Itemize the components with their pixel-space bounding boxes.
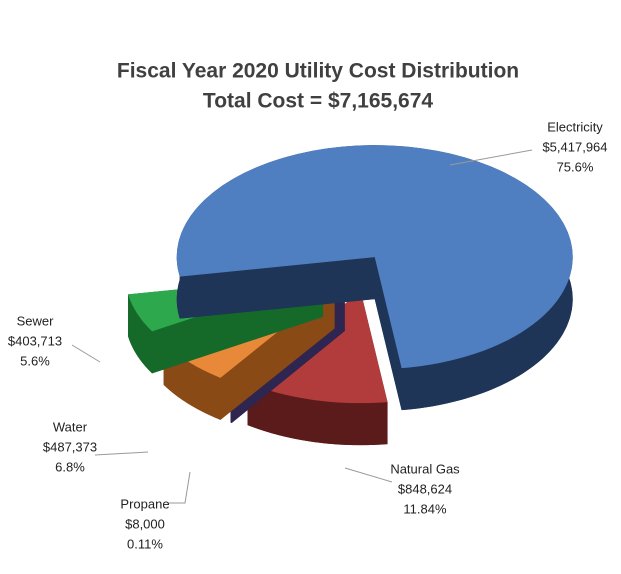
leader-lines	[71, 149, 533, 504]
leader-line	[449, 149, 533, 166]
slice-top	[176, 145, 573, 369]
leader-line	[168, 471, 191, 504]
chart-title: Fiscal Year 2020 Utility Cost Distributi…	[117, 60, 519, 83]
leader-line	[344, 467, 393, 483]
leader-line	[94, 451, 149, 456]
percent-label: 6.8%	[55, 459, 85, 474]
percent-label: 75.6%	[557, 159, 594, 174]
pie	[128, 145, 573, 446]
value-label: $8,000	[125, 516, 165, 531]
slice-wall	[374, 257, 402, 411]
slice-wall	[179, 257, 375, 319]
category-label: Water	[53, 419, 88, 434]
percent-label: 0.11%	[127, 536, 163, 551]
slice	[176, 145, 573, 411]
value-label: $403,713	[8, 333, 62, 348]
category-label: Natural Gas	[390, 461, 460, 476]
leader-line	[71, 344, 101, 363]
chart-subtitle: Total Cost = $7,165,674	[203, 90, 433, 113]
data-labels: Electricity $5,417,964 75.6% Natural Gas $84…	[8, 119, 608, 551]
category-label: Electricity	[547, 119, 603, 134]
slice-side	[247, 383, 388, 446]
category-label: Propane	[120, 496, 169, 511]
category-label: Sewer	[17, 313, 55, 328]
value-label: $487,373	[43, 439, 97, 454]
percent-label: 11.84%	[403, 501, 447, 516]
percent-label: 5.6%	[20, 353, 50, 368]
slice-side	[128, 294, 153, 374]
value-label: $848,624	[398, 481, 452, 496]
value-label: $5,417,964	[542, 139, 607, 154]
